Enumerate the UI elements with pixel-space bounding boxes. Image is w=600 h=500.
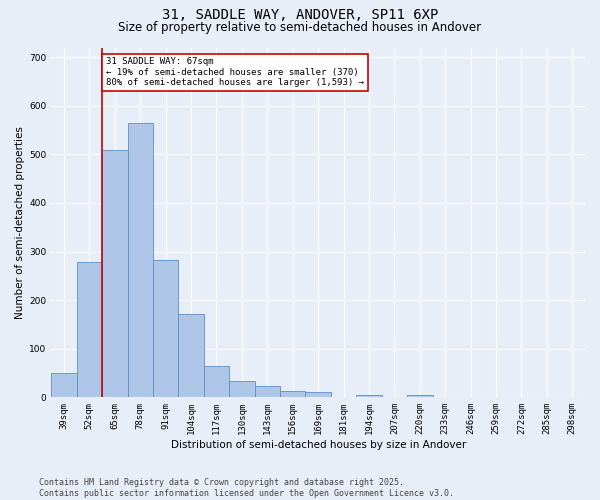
Text: Contains HM Land Registry data © Crown copyright and database right 2025.
Contai: Contains HM Land Registry data © Crown c…: [39, 478, 454, 498]
Bar: [356, 395, 382, 398]
X-axis label: Distribution of semi-detached houses by size in Andover: Distribution of semi-detached houses by …: [170, 440, 466, 450]
Bar: [280, 391, 305, 398]
Bar: [102, 150, 128, 398]
Bar: [128, 123, 153, 398]
Bar: [77, 262, 102, 398]
Bar: [229, 382, 254, 398]
Bar: [204, 366, 229, 398]
Bar: [178, 314, 204, 398]
Bar: [153, 260, 178, 398]
Bar: [254, 386, 280, 398]
Y-axis label: Number of semi-detached properties: Number of semi-detached properties: [15, 126, 25, 319]
Text: 31, SADDLE WAY, ANDOVER, SP11 6XP: 31, SADDLE WAY, ANDOVER, SP11 6XP: [162, 8, 438, 22]
Bar: [305, 392, 331, 398]
Bar: [51, 373, 77, 398]
Bar: [407, 395, 433, 398]
Text: Size of property relative to semi-detached houses in Andover: Size of property relative to semi-detach…: [118, 21, 482, 34]
Text: 31 SADDLE WAY: 67sqm
← 19% of semi-detached houses are smaller (370)
80% of semi: 31 SADDLE WAY: 67sqm ← 19% of semi-detac…: [106, 57, 364, 87]
